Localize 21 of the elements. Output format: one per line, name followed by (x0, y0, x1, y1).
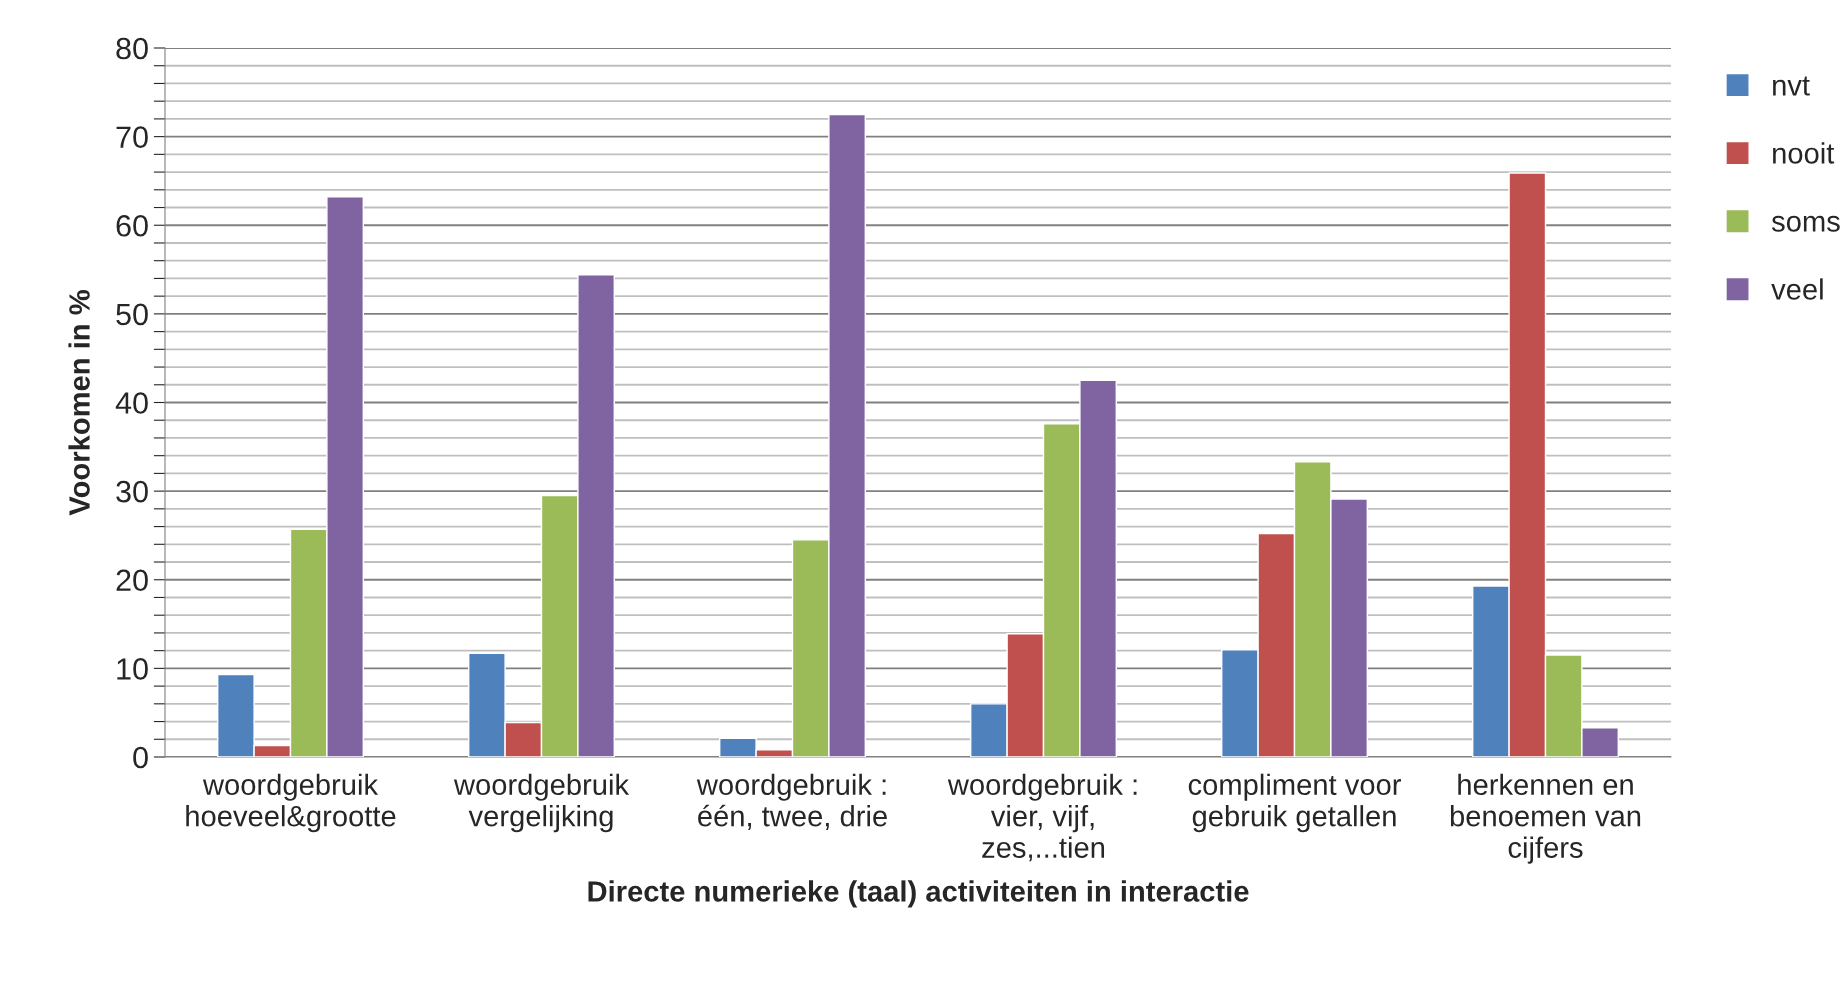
y-tick-label: 80 (116, 37, 148, 60)
x-axis-title: Directe numerieke (taal) activiteiten in interactie (588, 880, 1249, 908)
y-tick-label: 30 (116, 480, 148, 503)
x-tick-label: compliment voor gebruik getallen (1188, 773, 1402, 833)
y-tick-label: 10 (117, 658, 148, 680)
y-tick-label: 40 (115, 392, 148, 414)
y-tick-label: 70 (116, 126, 148, 148)
y-tick-label: 50 (116, 303, 148, 326)
y-axis-title: Voorkomen in % (68, 290, 90, 516)
legend-label: soms (1771, 215, 1840, 232)
legend-label: nvt (1773, 76, 1810, 96)
legend-label: nooit (1773, 142, 1835, 164)
x-tick-label: woordgebruik : vier, vijf, zes,...tien (947, 773, 1137, 862)
x-tick-label: herkennen en benoemen van cijfers (1450, 773, 1641, 864)
x-tick-label: woordgebruik hoeveel&grootte (186, 773, 396, 833)
x-tick-label: woordgebruik : één, twee, drie (696, 773, 887, 830)
y-tick-label: 20 (116, 569, 148, 592)
x-tick-label: woordgebruik vergelijking (453, 773, 630, 833)
legend-label: veel (1771, 278, 1823, 300)
y-tick-label: 0 (133, 746, 148, 769)
y-tick-label: 60 (116, 214, 148, 237)
